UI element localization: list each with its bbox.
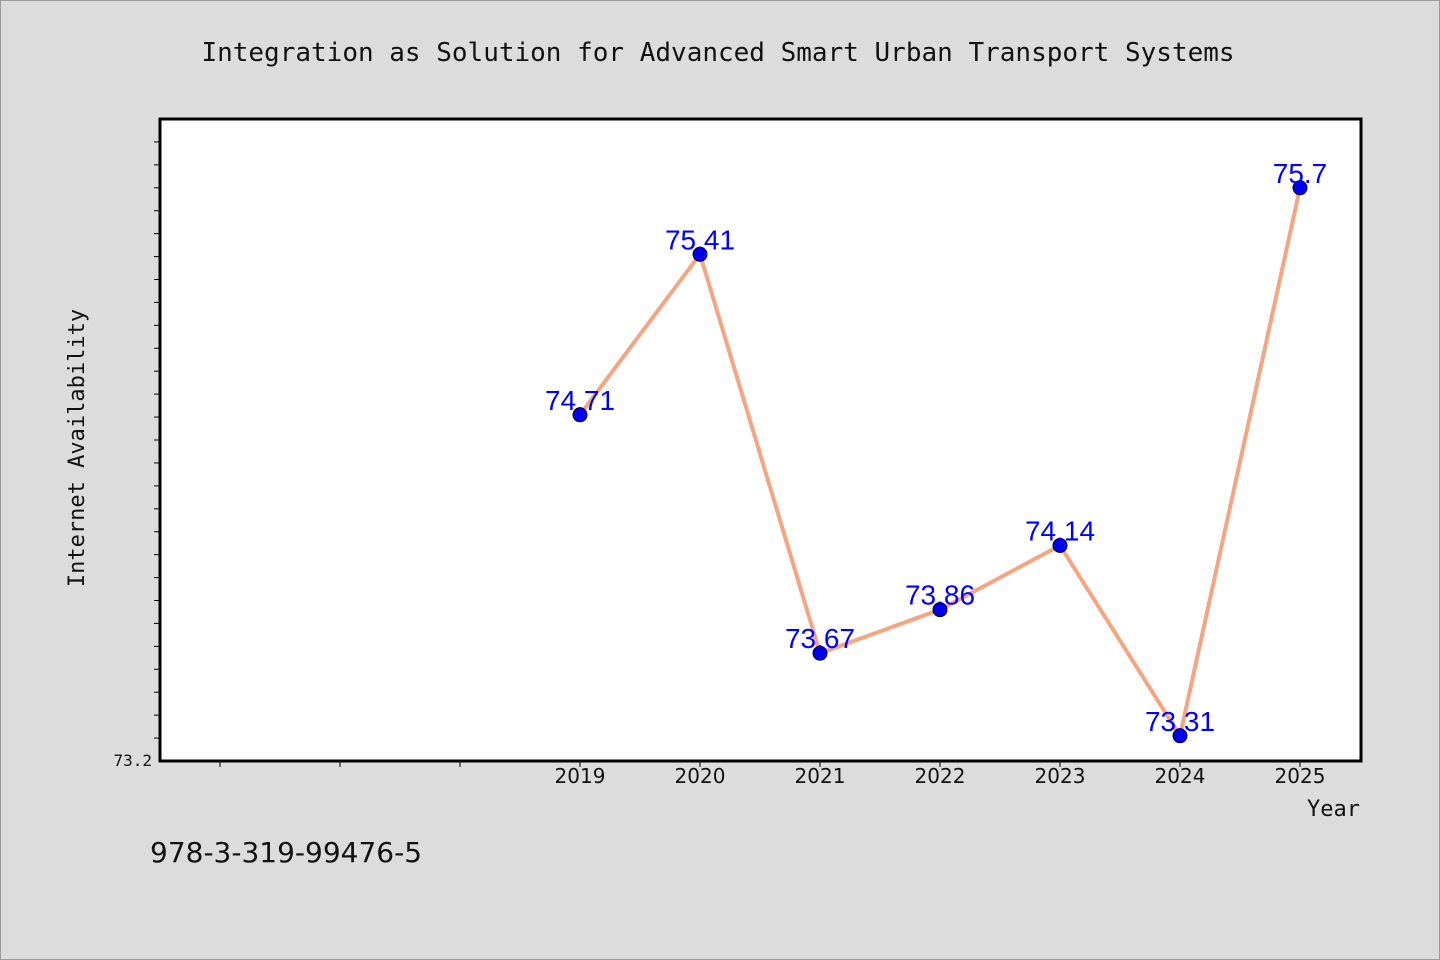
data-point-marker bbox=[692, 246, 708, 262]
series-layer: 74.71 75.41 73.67 73.86 74.14 73.31 75.7 bbox=[545, 158, 1328, 744]
data-point-marker bbox=[572, 407, 588, 423]
data-point-marker bbox=[1052, 537, 1068, 553]
x-tick-label: 2024 bbox=[1155, 764, 1206, 788]
data-label: 73.31 bbox=[1145, 706, 1215, 737]
y-axis-label: Internet Availability bbox=[65, 309, 90, 587]
x-tick-label: 2020 bbox=[675, 764, 726, 788]
data-point-marker bbox=[812, 645, 828, 661]
x-axis-ticks: 2019 2020 2021 2022 2023 2024 2025 bbox=[219, 761, 1326, 788]
data-label: 74.71 bbox=[545, 385, 615, 416]
data-point-marker bbox=[1292, 180, 1308, 196]
data-label: 73.67 bbox=[785, 623, 855, 654]
data-point-marker bbox=[932, 602, 948, 618]
plot-area bbox=[158, 117, 1363, 763]
x-tick-label: 2022 bbox=[915, 764, 966, 788]
x-tick-label: 2021 bbox=[795, 764, 846, 788]
data-label: 74.14 bbox=[1025, 515, 1095, 546]
data-point-marker bbox=[1172, 728, 1188, 744]
y-axis-ticks bbox=[154, 141, 160, 739]
data-label: 75.7 bbox=[1273, 158, 1328, 189]
x-axis-label: Year bbox=[1307, 797, 1360, 822]
x-tick-label: 2025 bbox=[1275, 764, 1326, 788]
data-label: 75.41 bbox=[665, 224, 735, 255]
x-tick-label: 2019 bbox=[555, 764, 606, 788]
x-tick-label: 2023 bbox=[1035, 764, 1086, 788]
data-label: 73.86 bbox=[905, 580, 975, 611]
chart-title: Integration as Solution for Advanced Sma… bbox=[201, 38, 1234, 68]
y-axis-min-label: 73.2 bbox=[113, 751, 152, 770]
isbn-annotation: 978-3-319-99476-5 bbox=[150, 836, 422, 869]
